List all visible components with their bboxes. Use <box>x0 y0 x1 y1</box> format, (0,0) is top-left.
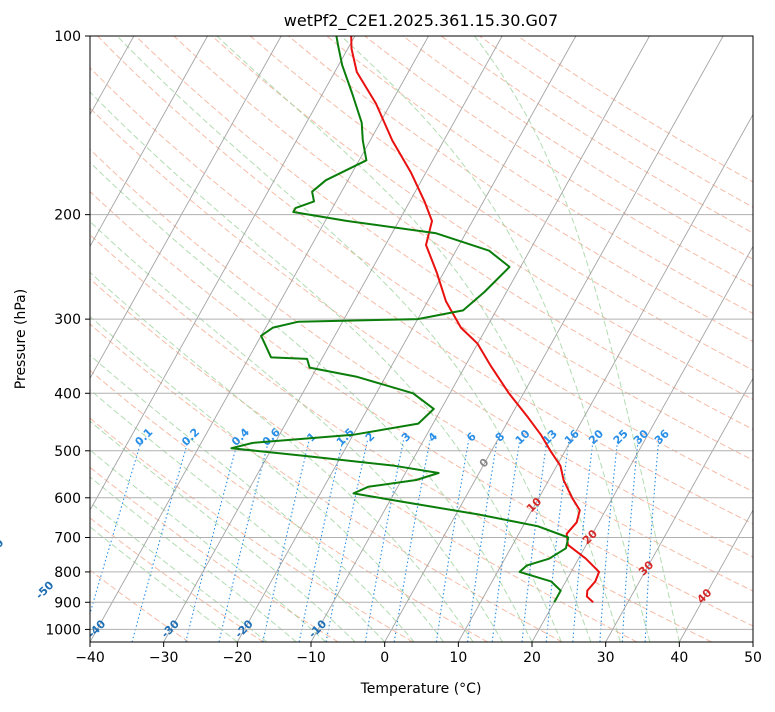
x-tick-label: 10 <box>449 650 467 666</box>
plot-background <box>90 36 753 642</box>
x-tick-label: 30 <box>597 650 615 666</box>
y-tick-label: 1000 <box>45 622 81 638</box>
isotherm-line <box>753 36 775 642</box>
y-axis-title: Pressure (hPa) <box>13 289 29 389</box>
x-tick-label: 50 <box>744 650 762 666</box>
x-tick-label: −30 <box>149 650 179 666</box>
y-tick-label: 400 <box>54 386 81 402</box>
y-tick-label: 500 <box>54 444 81 460</box>
y-tick-label: 600 <box>54 491 81 507</box>
isotherm-label: -50 <box>33 578 56 601</box>
y-tick-label: 300 <box>54 312 81 328</box>
x-tick-label: −20 <box>223 650 253 666</box>
y-tick-label: 100 <box>54 29 81 45</box>
x-axis-title: Temperature (°C) <box>360 681 482 697</box>
x-tick-label: 0 <box>380 650 389 666</box>
isotherm-label: -60 <box>0 536 7 559</box>
y-tick-label: 900 <box>54 595 81 611</box>
y-axis: 1000 900 800 700 600 500 400 300 200 100 <box>45 29 90 638</box>
y-tick-label: 800 <box>54 565 81 581</box>
x-tick-label: −40 <box>75 650 105 666</box>
chart-title: wetPf2_C2E1.2025.361.15.30.G07 <box>284 11 558 31</box>
x-tick-label: −10 <box>296 650 326 666</box>
isotherm-line <box>0 36 60 642</box>
y-tick-label: 200 <box>54 208 81 224</box>
x-tick-label: 20 <box>523 650 541 666</box>
x-tick-label: 40 <box>670 650 688 666</box>
x-axis: −40 −30 −20 −10 0 10 20 30 40 50 <box>75 642 762 666</box>
y-tick-label: 700 <box>54 531 81 547</box>
